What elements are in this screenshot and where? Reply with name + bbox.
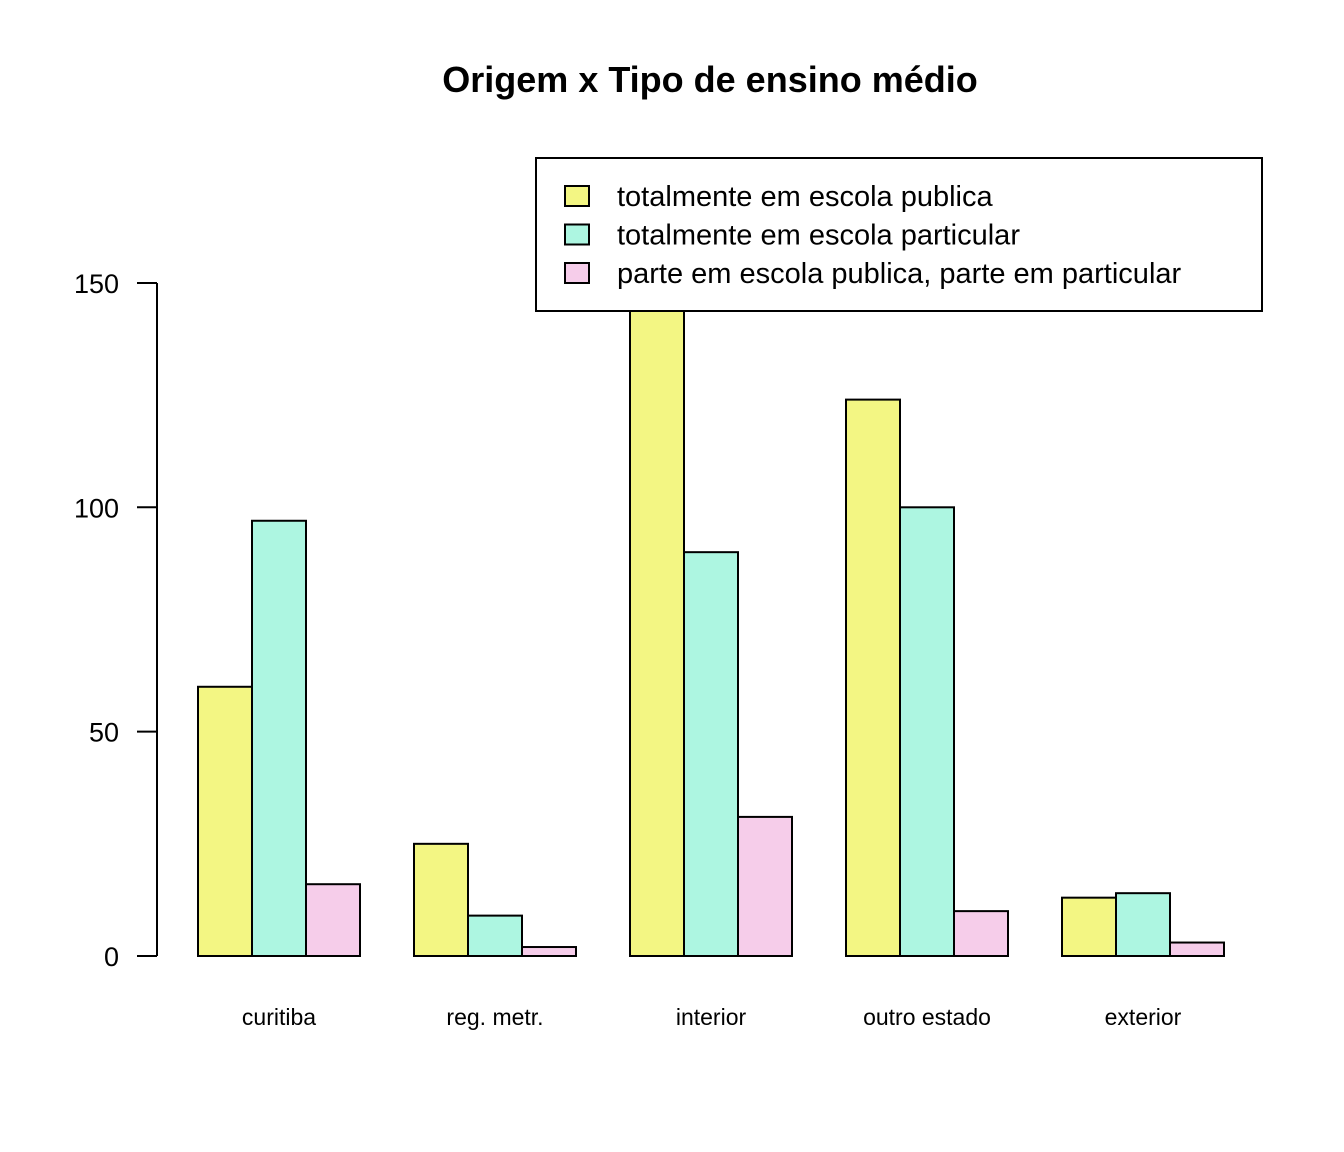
bar [953,910,1009,958]
bars [197,214,1225,958]
legend: totalmente em escola publica totalmente e… [535,157,1263,312]
y-axis: 0 50 100 150 [74,269,158,972]
bar [683,551,739,957]
bar [413,842,469,958]
bar [197,685,253,958]
bar [251,519,307,957]
bar [1061,896,1117,958]
bar [629,214,685,957]
x-category-label: reg. metr. [446,1004,543,1030]
legend-label: totalmente em escola publica [617,181,993,213]
bar [521,946,577,958]
bar [899,506,955,957]
legend-swatch [564,223,590,246]
y-tick-label: 100 [74,493,119,523]
bar [305,883,361,958]
bar [1169,941,1225,958]
y-tick-label: 150 [74,269,119,299]
x-category-label: curitiba [242,1004,316,1030]
legend-box [535,157,1263,312]
legend-swatch [564,262,590,284]
x-category-label: interior [676,1004,747,1030]
legend-label: totalmente em escola particular [617,220,1020,252]
bar [467,914,523,958]
bar [845,398,901,957]
y-tick-label: 0 [104,942,119,972]
x-category-label: exterior [1105,1004,1182,1030]
legend-label: parte em escola publica, parte em partic… [617,258,1182,290]
y-tick-label: 50 [89,718,119,748]
x-category-label: outro estado [863,1004,991,1030]
bar [737,815,793,958]
chart-title: Origem x Tipo de ensino médio [442,59,977,100]
bar [1115,892,1171,958]
legend-swatch [564,185,590,207]
x-axis-labels: curitiba reg. metr. interior outro estado ex… [242,1004,1182,1030]
